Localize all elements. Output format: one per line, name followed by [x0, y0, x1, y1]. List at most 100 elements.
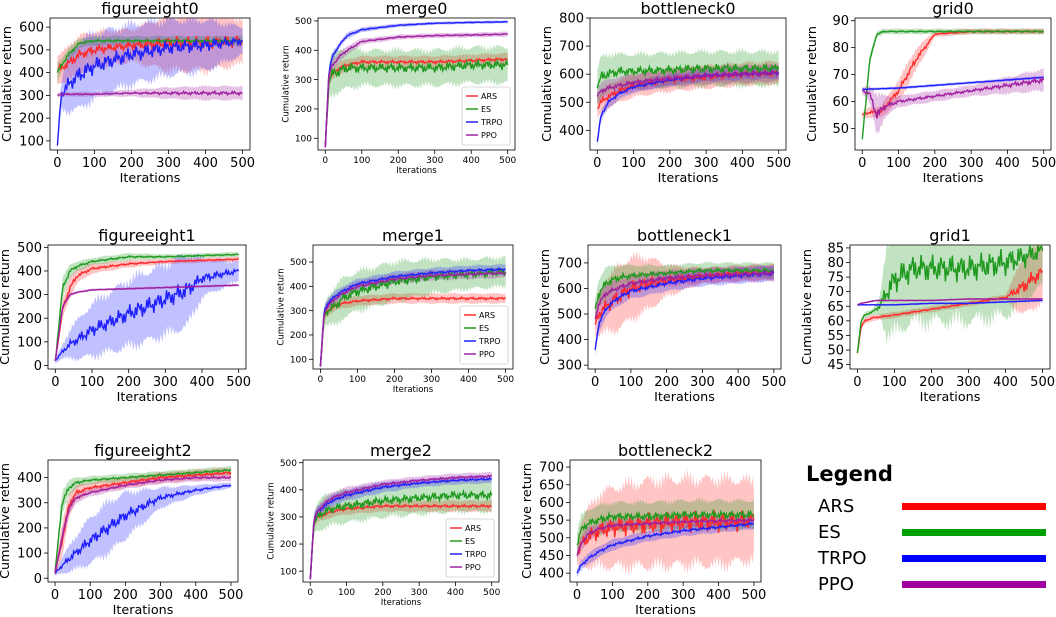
- y-axis-label: Cumulative return: [266, 482, 276, 559]
- chart-figureeight1: 0 100 200 300 400 500 0 100 200 300 400 500 figureei…: [0, 226, 251, 405]
- y-tick-label: 90: [832, 14, 849, 29]
- y-tick-label: 400: [295, 46, 312, 56]
- chart-title: bottleneck1: [637, 226, 732, 245]
- y-tick-label: 100: [17, 335, 42, 350]
- legend-label: ES: [818, 522, 841, 543]
- x-tick-label: 400: [193, 156, 218, 171]
- x-tick-label: 500: [497, 375, 514, 385]
- x-axis-label: Iterations: [117, 390, 178, 405]
- x-tick-label: 100: [886, 156, 911, 171]
- x-tick-label: 500: [226, 375, 251, 390]
- band-TRPO: [55, 252, 239, 364]
- line-TRPO: [309, 477, 492, 580]
- chart-figureeight2: 0 100 200 300 400 500 0 100 200 300 400 figureeight…: [0, 441, 243, 617]
- line-PPO: [54, 475, 232, 574]
- y-tick-label: 500: [280, 459, 297, 469]
- chart-title: merge2: [370, 441, 432, 460]
- y-tick-label: 300: [290, 307, 307, 317]
- y-tick-label: 0: [34, 359, 42, 374]
- y-tick-label: 400: [559, 124, 584, 139]
- y-tick-label: 650: [539, 478, 564, 493]
- x-tick-label: 0: [53, 156, 61, 171]
- x-axis-label: Iterations: [113, 603, 174, 617]
- x-tick-label: 500: [761, 375, 786, 390]
- x-tick-label: 200: [635, 588, 660, 603]
- chart-figureeight0: 0 100 200 300 400 500 100 200 300 400 500 600 figure…: [0, 0, 255, 186]
- line-PPO: [594, 269, 774, 320]
- x-tick-label: 100: [618, 375, 643, 390]
- line-ARS: [309, 503, 492, 580]
- plot-area: [54, 465, 232, 577]
- plot-legend-box: [445, 518, 495, 578]
- y-tick-label: 600: [19, 21, 44, 36]
- y-axis-label: Cumulative return: [276, 268, 286, 345]
- x-axis-label: Iterations: [396, 166, 437, 176]
- x-tick-label: 500: [230, 156, 255, 171]
- y-tick-label: 80: [827, 256, 844, 271]
- y-tick-label: 400: [290, 282, 307, 292]
- x-tick-label: 500: [1030, 375, 1055, 390]
- x-tick-label: 300: [690, 375, 715, 390]
- line-ES: [54, 253, 239, 361]
- y-tick-label: 200: [280, 540, 297, 550]
- chart-title: figureeight2: [94, 441, 191, 460]
- plot-legend-box: [461, 86, 511, 146]
- y-tick-label: 55: [827, 329, 844, 344]
- x-tick-label: 0: [591, 375, 599, 390]
- band-TRPO: [55, 482, 231, 576]
- x-tick-label: 300: [156, 156, 181, 171]
- x-tick-label: 300: [956, 375, 981, 390]
- chart-bottleneck0: 0 100 200 300 400 500 400 500 600 700 800 bottlenec…: [540, 0, 791, 186]
- chart-title: grid0: [932, 0, 974, 18]
- x-tick-label: 200: [922, 156, 947, 171]
- line-TRPO: [862, 76, 1044, 91]
- plot-area: [309, 471, 493, 582]
- y-tick-label: 300: [17, 496, 42, 511]
- x-tick-label: 100: [80, 375, 105, 390]
- legend-row-trpo: TRPO: [818, 546, 1048, 572]
- y-tick-label: 300: [280, 513, 297, 523]
- line-PPO: [596, 68, 779, 97]
- legend-label: TRPO: [818, 548, 867, 569]
- x-tick-label: 400: [190, 375, 215, 390]
- x-tick-label: 300: [411, 588, 428, 598]
- plot-legend-label: TRPO: [480, 118, 503, 127]
- line-ES: [856, 245, 1044, 354]
- line-TRPO: [857, 299, 1043, 306]
- y-tick-label: 300: [17, 288, 42, 303]
- x-tick-label: 0: [51, 375, 59, 390]
- plot-legend-label: PPO: [479, 350, 495, 359]
- y-tick-label: 400: [557, 333, 582, 348]
- y-tick-label: 200: [295, 105, 312, 115]
- y-tick-label: 200: [290, 331, 307, 341]
- legend-swatch: [902, 581, 1046, 588]
- line-PPO: [54, 284, 239, 361]
- y-axis-label: Cumulative return: [538, 249, 553, 365]
- y-tick-label: 450: [539, 549, 564, 564]
- plot-legend-label: ARS: [465, 524, 481, 533]
- chart-title: bottleneck0: [640, 0, 735, 18]
- line-TRPO: [319, 266, 506, 367]
- y-tick-label: 500: [290, 258, 307, 268]
- plot-legend-label: TRPO: [478, 337, 501, 346]
- line-TRPO: [54, 267, 240, 362]
- line-PPO: [309, 474, 493, 580]
- x-tick-label: 100: [882, 375, 907, 390]
- x-tick-label: 400: [726, 375, 751, 390]
- y-tick-label: 600: [557, 282, 582, 297]
- y-tick-label: 400: [539, 567, 564, 582]
- y-tick-label: 75: [827, 271, 844, 286]
- y-tick-label: 300: [295, 76, 312, 86]
- legend-label: PPO: [818, 574, 854, 595]
- plot-legend: ARS ES TRPO PPO: [459, 305, 509, 365]
- x-tick-label: 0: [858, 156, 866, 171]
- line-PPO: [576, 517, 755, 556]
- plot-area: [861, 28, 1045, 142]
- legend-swatch: [902, 555, 1046, 562]
- plot-area: [576, 469, 755, 577]
- y-tick-label: 500: [19, 43, 44, 58]
- chart-bottleneck1: 0 100 200 300 400 500 300 400 500 600 700 bottlenec…: [538, 226, 786, 405]
- x-axis-label: Iterations: [923, 171, 984, 186]
- x-tick-label: 500: [1031, 156, 1056, 171]
- chart-bottleneck2: 0 100 200 300 400 500 400 450 500 550 600 650 700 bot…: [520, 441, 767, 617]
